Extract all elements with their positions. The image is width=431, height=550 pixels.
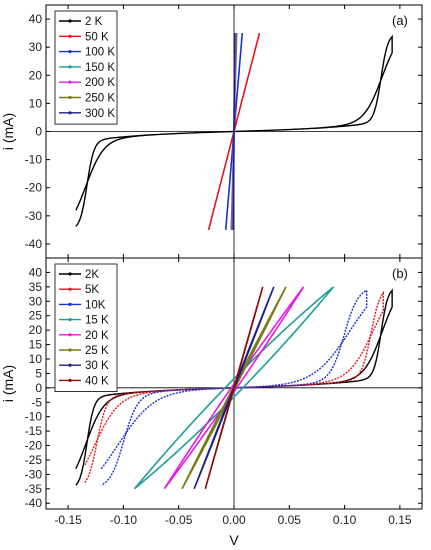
legend-label: 50 K: [85, 31, 109, 43]
y-tick-label: 30: [29, 294, 43, 308]
legend-label: 25 K: [85, 345, 109, 357]
x-tick-label: -0.15: [54, 513, 82, 527]
y-tick-label: 30: [29, 40, 43, 54]
x-tick-label: -0.05: [165, 513, 193, 527]
y-tick-label: -15: [25, 424, 43, 438]
series-30k-line: [193, 286, 275, 490]
legend: 2 K 50 K 100 K 150 K 200 K 250 K 300 K: [54, 10, 118, 125]
y-tick-label: 35: [29, 280, 43, 294]
y-tick-label: -20: [25, 181, 43, 195]
series-group: [75, 32, 393, 231]
legend-label: 40 K: [85, 375, 109, 387]
y-tick-label: -30: [25, 467, 43, 481]
y-tick-label: 0: [35, 381, 42, 395]
y-tick-label: -5: [31, 395, 42, 409]
series-group: [75, 286, 393, 490]
x-tick-label: 0.10: [333, 513, 357, 527]
legend: 2K 5K 10K 15 K 20 K 25 K 30 K 40 K: [54, 263, 118, 392]
legend-marker: [68, 363, 72, 367]
y-tick-label: 15: [29, 338, 43, 352]
legend-label: 20 K: [85, 330, 109, 342]
y-tick-label: -10: [25, 410, 43, 424]
legend-label: 2 K: [85, 16, 103, 28]
legend-label: 5K: [85, 284, 99, 296]
series-15k-line: [133, 286, 335, 490]
y-tick-label: 40: [29, 265, 43, 279]
panel-label: (b): [392, 266, 408, 281]
panel-b: 4035302520151050-5-10-15-20-25-30-35-40-…: [0, 257, 423, 527]
y-tick-label: 0: [35, 125, 42, 139]
y-tick-label: -35: [25, 482, 43, 496]
legend-label: 10K: [85, 299, 106, 311]
legend-marker: [68, 287, 72, 291]
series-40k-line: [204, 286, 264, 490]
y-tick-label: -30: [25, 209, 43, 223]
legend-marker: [68, 318, 72, 322]
y-tick-label: -40: [25, 496, 43, 510]
y-axis-label: i (mA): [0, 365, 16, 402]
x-axis-label: V: [229, 532, 239, 548]
x-tick-label: 0.05: [278, 513, 302, 527]
y-tick-label: 10: [29, 96, 43, 110]
legend-marker: [68, 378, 72, 382]
y-tick-label: -25: [25, 453, 43, 467]
legend-marker: [68, 95, 72, 100]
y-axis-label: i (mA): [0, 113, 16, 150]
legend-marker: [68, 50, 72, 54]
y-tick-label: 10: [29, 352, 43, 366]
series-5k-line: [84, 290, 384, 484]
y-tick-label: 20: [29, 68, 43, 82]
legend-marker: [68, 80, 72, 84]
legend-box: [54, 263, 118, 392]
legend-label: 150 K: [85, 62, 115, 74]
series-2k-line: [75, 34, 393, 227]
legend-marker: [68, 34, 72, 38]
legend-marker: [68, 333, 72, 337]
legend-label: 2K: [85, 269, 99, 281]
y-tick-label: 20: [29, 323, 43, 337]
legend-marker: [68, 302, 72, 306]
legend-marker: [68, 111, 72, 115]
series-10k-line: [100, 289, 368, 486]
legend-marker: [68, 19, 72, 23]
legend-marker: [68, 348, 72, 352]
series-20k-line: [163, 286, 305, 490]
x-tick-label: 0.00: [222, 513, 246, 527]
legend-label: 15 K: [85, 315, 109, 327]
legend-label: 100 K: [85, 47, 115, 59]
y-tick-label: 40: [29, 12, 43, 26]
legend-marker: [68, 65, 72, 69]
legend-label: 200 K: [85, 77, 115, 89]
y-tick-label: -40: [25, 237, 43, 251]
series-25k-line: [181, 286, 287, 490]
legend-marker: [68, 272, 72, 276]
panel-label: (a): [392, 13, 408, 28]
x-tick-label: 0.15: [388, 513, 412, 527]
y-tick-label: 5: [35, 366, 42, 380]
y-tick-label: -10: [25, 153, 43, 167]
panel-a: 40 30 20 10 0 -10 -20 -30 -40 i (mA) (a) 2 K 50 K 100…: [0, 4, 423, 259]
legend-label: 250 K: [85, 93, 115, 105]
y-tick-label: 25: [29, 309, 43, 323]
y-tick-label: -20: [25, 439, 43, 453]
legend-label: 30 K: [85, 360, 109, 372]
series-300k-line: [232, 33, 236, 230]
legend-label: 300 K: [85, 108, 115, 120]
x-tick-label: -0.10: [110, 513, 138, 527]
